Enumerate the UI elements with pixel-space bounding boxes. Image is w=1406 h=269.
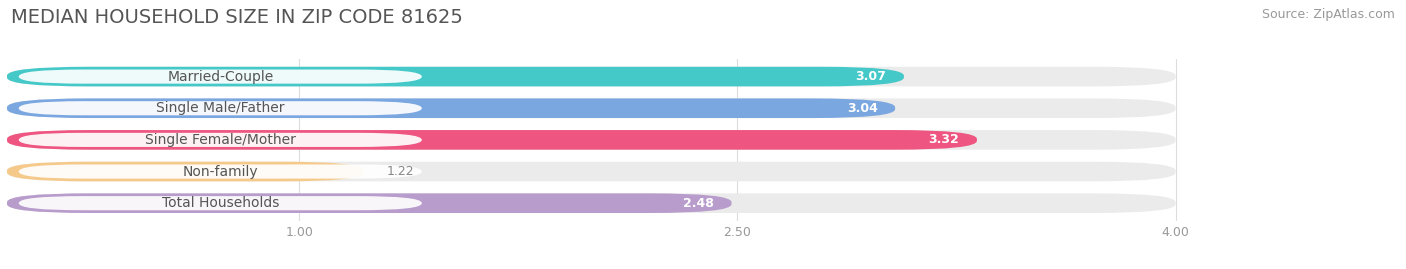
- Text: 3.04: 3.04: [846, 102, 877, 115]
- FancyBboxPatch shape: [18, 101, 422, 115]
- Text: Source: ZipAtlas.com: Source: ZipAtlas.com: [1261, 8, 1395, 21]
- FancyBboxPatch shape: [7, 193, 1175, 213]
- Text: MEDIAN HOUSEHOLD SIZE IN ZIP CODE 81625: MEDIAN HOUSEHOLD SIZE IN ZIP CODE 81625: [11, 8, 463, 27]
- FancyBboxPatch shape: [7, 98, 1175, 118]
- Text: 3.32: 3.32: [928, 133, 959, 146]
- FancyBboxPatch shape: [7, 162, 1175, 181]
- FancyBboxPatch shape: [18, 133, 422, 147]
- FancyBboxPatch shape: [7, 130, 1175, 150]
- FancyBboxPatch shape: [7, 67, 1175, 86]
- Text: 2.48: 2.48: [683, 197, 714, 210]
- FancyBboxPatch shape: [7, 130, 977, 150]
- FancyBboxPatch shape: [7, 67, 904, 86]
- FancyBboxPatch shape: [18, 69, 422, 84]
- Text: Total Households: Total Households: [162, 196, 278, 210]
- Text: Non-family: Non-family: [183, 165, 259, 179]
- FancyBboxPatch shape: [18, 164, 422, 179]
- FancyBboxPatch shape: [18, 196, 422, 210]
- FancyBboxPatch shape: [7, 98, 896, 118]
- Text: 3.07: 3.07: [855, 70, 886, 83]
- Text: Single Female/Mother: Single Female/Mother: [145, 133, 295, 147]
- Text: Single Male/Father: Single Male/Father: [156, 101, 284, 115]
- Text: Married-Couple: Married-Couple: [167, 70, 273, 84]
- FancyBboxPatch shape: [7, 162, 363, 181]
- FancyBboxPatch shape: [7, 193, 731, 213]
- Text: 1.22: 1.22: [387, 165, 415, 178]
